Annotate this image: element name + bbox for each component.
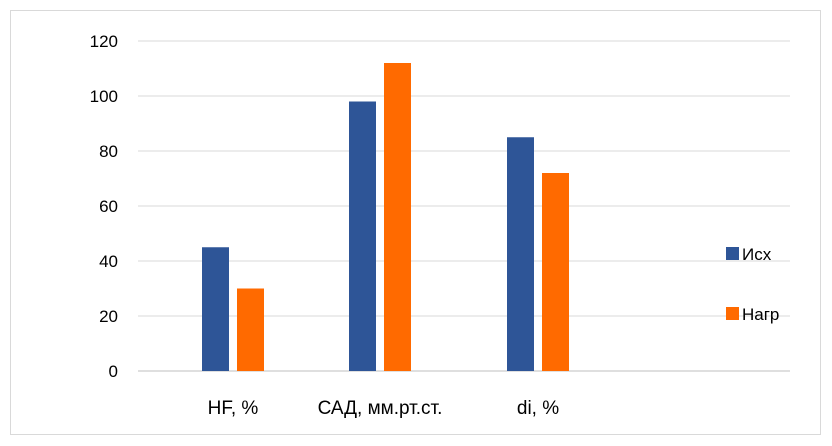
legend-label: Исх <box>742 245 772 264</box>
legend-label: Нагр <box>742 305 779 324</box>
legend-swatch <box>726 247 739 260</box>
bar-isx <box>202 247 229 371</box>
x-category-label: HF, % <box>208 398 259 419</box>
y-tick-label: 120 <box>90 32 118 51</box>
y-axis-ticks: 0 20 40 60 80 100 120 <box>90 32 118 381</box>
x-axis-categories: HF, % САД, мм.рт.ст. di, % <box>208 398 560 419</box>
bar-isx <box>349 101 376 371</box>
y-tick-label: 80 <box>99 142 118 161</box>
y-tick-label: 100 <box>90 87 118 106</box>
x-category-label: di, % <box>517 398 559 419</box>
y-tick-label: 0 <box>109 362 118 381</box>
bar-isx <box>507 137 534 371</box>
legend: Исх Нагр <box>726 245 779 324</box>
y-tick-label: 20 <box>99 307 118 326</box>
bar-nagr <box>542 173 569 371</box>
y-tick-label: 60 <box>99 197 118 216</box>
bars <box>202 63 569 371</box>
gridlines <box>138 40 790 372</box>
bar-nagr <box>237 288 264 371</box>
x-category-label: САД, мм.рт.ст. <box>318 398 443 419</box>
y-tick-label: 40 <box>99 252 118 271</box>
legend-swatch <box>726 307 739 320</box>
bar-nagr <box>384 63 411 371</box>
chart-frame <box>10 10 821 435</box>
